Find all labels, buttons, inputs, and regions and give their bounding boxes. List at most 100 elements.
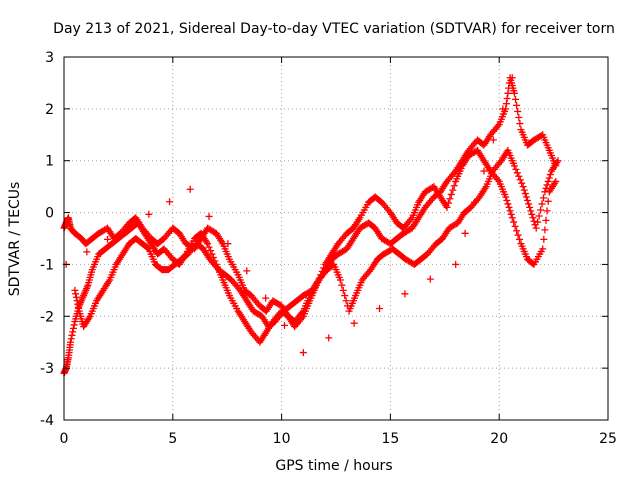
data-point [186,185,194,193]
interpolated-point [530,217,538,225]
interpolated-point [446,195,454,203]
interpolated-point [503,94,511,102]
y-tick-label: -4 [40,413,54,429]
interpolated-point [338,281,346,289]
data-point [299,349,307,357]
interpolated-point [513,227,521,235]
data-point [539,245,547,253]
y-tick-label: -3 [40,361,54,377]
interpolated-point [543,181,551,189]
interpolated-point [544,197,552,205]
x-tick-label: 10 [273,431,291,447]
interpolated-point [104,235,112,243]
y-tick-label: -2 [40,309,54,325]
y-tick-label: 1 [45,154,54,170]
x-tick-label: 15 [381,431,399,447]
interpolated-point [544,177,552,185]
interpolated-point [480,167,488,175]
data-point [508,214,516,222]
interpolated-point [83,248,91,256]
interpolated-point [341,292,349,300]
interpolated-point [124,223,132,231]
interpolated-point [450,182,458,190]
interpolated-point [243,267,251,275]
interpolated-point [145,210,153,218]
data-point [336,276,344,284]
interpolated-point [506,207,514,215]
interpolated-point [461,229,469,237]
data-point [554,157,562,165]
interpolated-point [527,207,535,215]
y-axis-label: SDTVAR / TECUs [7,182,23,297]
interpolated-point [538,200,546,208]
interpolated-point [205,212,213,220]
interpolated-point [546,171,554,179]
chart-title: Day 213 of 2021, Sidereal Day-to-day VTE… [53,21,615,37]
x-tick-label: 25 [599,431,617,447]
interpolated-point [489,136,497,144]
data-point [452,260,460,268]
data-point [519,183,527,191]
x-axis-label: GPS time / hours [275,458,392,474]
interpolated-point [516,176,524,184]
interpolated-point [515,172,523,180]
interpolated-point [515,114,523,121]
interpolated-point [510,218,518,226]
interpolated-point [376,305,384,313]
interpolated-point [72,290,80,298]
interpolated-point [503,196,511,204]
interpolated-point [507,210,515,218]
interpolated-point [514,107,522,115]
x-tick-label: 0 [60,431,69,447]
interpolated-point [342,297,350,305]
interpolated-point [516,235,524,243]
interpolated-point [166,198,174,206]
interpolated-point [444,199,452,207]
interpolated-point [528,210,536,218]
interpolated-point [513,101,521,109]
interpolated-point [325,334,333,342]
interpolated-point [523,196,531,204]
interpolated-point [72,293,80,301]
data-points [60,74,562,377]
interpolated-point [471,198,479,206]
interpolated-point [339,286,347,294]
interpolated-point [518,179,526,187]
interpolated-point [502,100,510,108]
interpolated-point [74,300,82,308]
interpolated-point [505,203,513,211]
y-tick-label: 3 [45,50,54,66]
axis-ticks: 0 5 10 15 20 25 -4 -3 -2 -1 0 1 2 3 [40,50,617,447]
interpolated-point [499,105,507,113]
interpolated-point [504,89,512,97]
interpolated-point [534,218,542,226]
y-tick-label: 0 [45,206,54,222]
interpolated-point [542,184,550,192]
interpolated-point [539,194,547,202]
interpolated-point [520,186,528,194]
interpolated-point [522,193,530,201]
data-point [204,240,212,248]
interpolated-point [69,328,77,336]
interpolated-point [537,206,545,214]
interpolated-point [70,321,78,329]
interpolated-point [75,304,83,312]
interpolated-point [73,297,81,305]
data-point [510,89,518,97]
interpolated-point [224,240,232,248]
interpolated-point [512,165,520,173]
data-point [526,203,534,211]
interpolated-point [512,95,520,103]
x-tick-label: 5 [168,431,177,447]
data-point [502,193,510,201]
data-point [552,177,560,185]
interpolated-point [535,212,543,220]
interpolated-point [262,294,270,302]
interpolated-point [281,321,289,329]
data-point [508,74,516,82]
data-point [67,338,75,346]
interpolated-point [504,200,512,208]
interpolated-point [68,331,76,339]
plot-frame [63,56,609,421]
